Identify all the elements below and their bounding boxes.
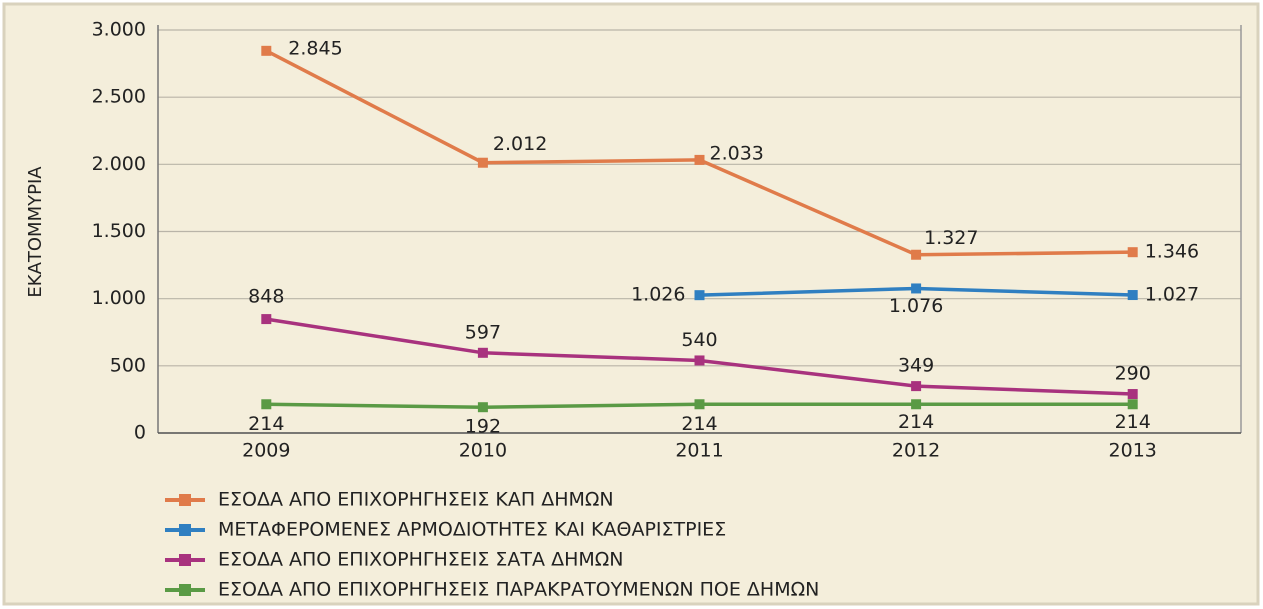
data-label: 290 xyxy=(1115,363,1151,385)
x-tick-label: 2011 xyxy=(675,440,723,462)
marker xyxy=(1127,290,1138,301)
data-label: 1.026 xyxy=(631,284,685,306)
y-tick-label: 2.500 xyxy=(92,86,146,108)
x-tick-label: 2010 xyxy=(459,440,507,462)
marker xyxy=(694,290,705,301)
marker xyxy=(261,45,272,56)
data-label: 214 xyxy=(898,411,934,433)
data-label: 1.027 xyxy=(1145,284,1199,306)
data-label: 2.012 xyxy=(493,133,547,155)
marker xyxy=(261,399,272,410)
y-tick-label: 1.500 xyxy=(92,220,146,242)
data-label: 214 xyxy=(681,413,717,435)
marker xyxy=(477,157,488,168)
legend-marker xyxy=(179,524,191,536)
marker xyxy=(911,399,922,410)
marker xyxy=(1127,399,1138,410)
data-label: 1.346 xyxy=(1145,241,1199,263)
legend-label: ΕΣΟΔΑ ΑΠΟ ΕΠΙΧΟΡΗΓΗΣΕΙΣ ΣΑΤΑ ΔΗΜΩΝ xyxy=(218,549,623,571)
x-tick-label: 2009 xyxy=(242,440,290,462)
marker xyxy=(694,355,705,366)
marker xyxy=(911,249,922,260)
y-tick-label: 1.000 xyxy=(92,287,146,309)
marker xyxy=(911,381,922,392)
y-tick-label: 2.000 xyxy=(92,153,146,175)
legend-marker xyxy=(179,554,191,566)
marker xyxy=(694,154,705,165)
y-tick-label: 0 xyxy=(134,422,146,444)
data-label: 1.076 xyxy=(889,295,943,317)
y-tick-label: 500 xyxy=(110,354,146,376)
data-label: 2.845 xyxy=(288,37,342,59)
x-tick-label: 2013 xyxy=(1109,440,1157,462)
x-tick-label: 2012 xyxy=(892,440,940,462)
data-label: 1.327 xyxy=(924,227,978,249)
marker xyxy=(477,347,488,358)
y-axis-label: ΕΚΑΤΟΜΜΥΡΙΑ xyxy=(25,166,46,298)
legend-label: ΕΣΟΔΑ ΑΠΟ ΕΠΙΧΟΡΗΓΗΣΕΙΣ ΚΑΠ ΔΗΜΩΝ xyxy=(218,489,614,511)
marker xyxy=(694,399,705,410)
data-label: 214 xyxy=(248,413,284,435)
data-label: 597 xyxy=(465,321,501,343)
y-tick-label: 3.000 xyxy=(92,19,146,41)
data-label: 192 xyxy=(465,416,501,438)
legend-marker xyxy=(179,494,191,506)
marker xyxy=(261,314,272,325)
legend-label: ΕΣΟΔΑ ΑΠΟ ΕΠΙΧΟΡΗΓΗΣΕΙΣ ΠΑΡΑΚΡΑΤΟΥΜΕΝΩΝ … xyxy=(218,579,819,601)
data-label: 2.033 xyxy=(710,142,764,164)
data-label: 540 xyxy=(681,329,717,351)
marker xyxy=(911,283,922,294)
data-label: 349 xyxy=(898,355,934,377)
marker xyxy=(477,402,488,413)
marker xyxy=(1127,247,1138,258)
legend-label: ΜΕΤΑΦΕΡΟΜΕΝΕΣ ΑΡΜΟΔΙΟΤΗΤΕΣ ΚΑΙ ΚΑΘΑΡΙΣΤΡ… xyxy=(218,519,726,541)
marker xyxy=(1127,389,1138,400)
data-label: 848 xyxy=(248,286,284,308)
data-label: 214 xyxy=(1115,411,1151,433)
legend-marker xyxy=(179,584,191,596)
